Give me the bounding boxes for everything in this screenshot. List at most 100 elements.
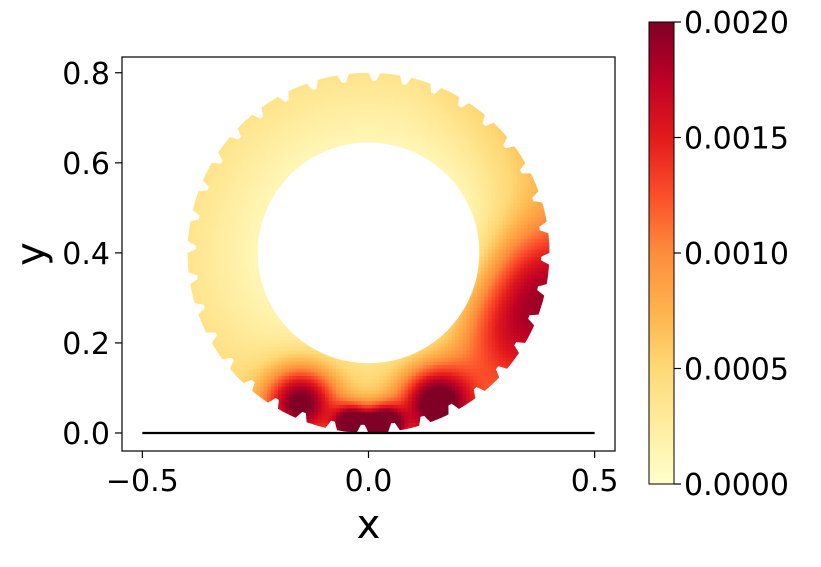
heat-cell xyxy=(451,353,456,358)
heat-cell xyxy=(332,72,337,77)
heat-cell xyxy=(375,126,380,131)
heat-cell xyxy=(419,407,424,412)
heat-cell xyxy=(397,141,402,146)
heat-cell xyxy=(231,249,236,254)
heat-cell xyxy=(292,368,297,373)
heat-cell xyxy=(433,79,438,85)
heat-cell xyxy=(462,299,467,304)
heat-cell xyxy=(350,393,355,398)
heat-cell xyxy=(194,234,200,240)
heat-cell xyxy=(466,357,471,362)
heat-cell xyxy=(245,270,250,276)
heat-cell xyxy=(498,270,503,276)
heat-cell xyxy=(259,357,265,362)
heat-cell xyxy=(249,177,254,182)
heat-cell xyxy=(469,206,475,211)
heat-cell xyxy=(209,195,214,200)
heat-cell xyxy=(317,134,323,139)
heat-cell xyxy=(205,328,210,333)
heat-cell xyxy=(202,274,207,279)
heat-cell xyxy=(346,364,352,369)
heat-cell xyxy=(502,209,507,214)
heat-cell xyxy=(390,72,395,77)
heat-cell xyxy=(332,375,337,380)
heat-cell xyxy=(364,97,370,103)
heat-cell xyxy=(285,360,290,366)
heat-cell xyxy=(379,393,384,398)
heat-cell xyxy=(223,256,228,261)
heat-cell xyxy=(506,267,511,272)
heat-cell xyxy=(310,134,315,139)
heat-cell xyxy=(263,126,268,131)
heat-cell xyxy=(325,126,330,131)
heat-cell xyxy=(274,195,279,200)
heat-cell xyxy=(411,119,417,124)
heat-cell xyxy=(346,97,352,103)
heat-cell xyxy=(259,115,265,121)
heat-cell xyxy=(339,382,344,387)
heat-cell xyxy=(506,191,511,196)
heat-cell xyxy=(187,249,192,254)
heat-cell xyxy=(393,94,399,99)
heat-cell xyxy=(202,220,207,225)
heat-cell xyxy=(292,144,297,150)
heat-cell xyxy=(462,137,467,142)
heat-cell xyxy=(270,180,276,186)
heat-cell xyxy=(256,393,261,398)
heat-cell xyxy=(281,130,286,135)
heat-cell xyxy=(205,306,210,312)
heat-cell xyxy=(491,115,496,121)
heat-cell xyxy=(498,314,503,319)
heat-cell xyxy=(491,371,496,376)
heat-cell xyxy=(411,141,417,146)
heat-cell xyxy=(285,378,290,384)
heat-cell xyxy=(487,386,493,391)
heat-cell xyxy=(466,152,471,157)
heat-cell xyxy=(325,76,330,81)
heat-cell xyxy=(422,375,427,380)
heat-cell xyxy=(227,180,232,186)
heat-cell xyxy=(433,159,438,164)
heat-cell xyxy=(270,112,276,117)
heat-cell xyxy=(285,407,290,412)
heat-cell xyxy=(270,396,276,402)
heat-cell xyxy=(332,90,337,95)
heat-cell xyxy=(350,422,355,427)
heat-cell xyxy=(458,346,464,351)
heat-cell xyxy=(419,422,424,427)
heat-cell xyxy=(404,353,409,358)
heat-cell xyxy=(502,188,507,193)
heat-cell xyxy=(473,123,478,128)
heat-cell xyxy=(404,137,409,142)
heat-cell xyxy=(448,101,453,106)
heat-cell xyxy=(498,238,503,243)
heat-cell xyxy=(419,155,424,160)
heat-cell xyxy=(516,328,522,333)
heat-cell xyxy=(278,177,283,182)
heat-cell xyxy=(306,119,312,124)
heat-cell xyxy=(422,414,427,420)
heat-cell xyxy=(357,97,362,103)
heat-cell xyxy=(480,170,485,175)
heat-cell xyxy=(238,332,243,337)
heat-cell xyxy=(509,299,514,304)
heat-cell xyxy=(191,242,196,247)
heat-cell xyxy=(194,292,200,297)
heat-cell xyxy=(448,360,453,366)
heat-cell xyxy=(491,263,496,268)
heat-cell xyxy=(397,422,402,427)
heat-cell xyxy=(415,134,420,139)
heat-cell xyxy=(332,400,337,405)
heat-cell xyxy=(205,242,210,247)
heat-cell xyxy=(263,198,268,204)
heat-cell xyxy=(458,335,464,340)
heat-cell xyxy=(487,123,493,128)
heat-cell xyxy=(328,368,333,373)
heat-cell xyxy=(513,328,518,333)
heat-cell xyxy=(495,274,500,279)
heat-cell xyxy=(227,314,232,319)
heat-cell xyxy=(325,141,330,146)
heat-cell xyxy=(303,371,308,376)
heat-cell xyxy=(458,407,464,412)
heat-cell xyxy=(212,224,218,229)
